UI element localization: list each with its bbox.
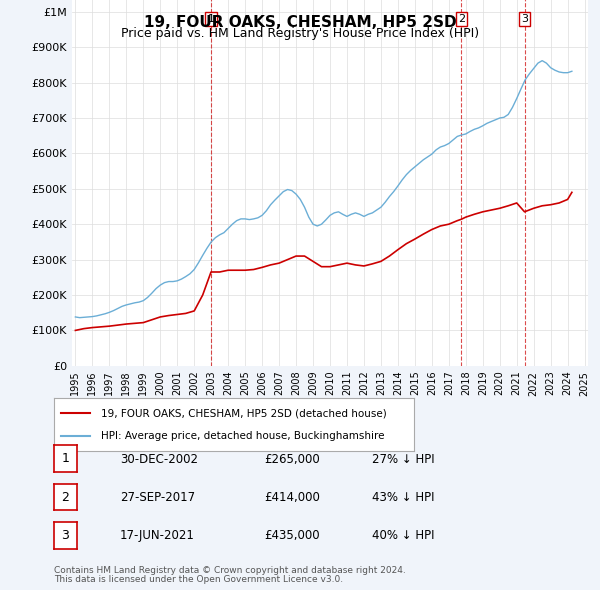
Text: Price paid vs. HM Land Registry's House Price Index (HPI): Price paid vs. HM Land Registry's House …: [121, 27, 479, 40]
Text: 1: 1: [208, 14, 215, 24]
Text: HPI: Average price, detached house, Buckinghamshire: HPI: Average price, detached house, Buck…: [101, 431, 385, 441]
Text: 19, FOUR OAKS, CHESHAM, HP5 2SD: 19, FOUR OAKS, CHESHAM, HP5 2SD: [143, 15, 457, 30]
Text: 19, FOUR OAKS, CHESHAM, HP5 2SD (detached house): 19, FOUR OAKS, CHESHAM, HP5 2SD (detache…: [101, 408, 386, 418]
Text: 3: 3: [521, 14, 528, 24]
Text: Contains HM Land Registry data © Crown copyright and database right 2024.: Contains HM Land Registry data © Crown c…: [54, 566, 406, 575]
Text: 17-JUN-2021: 17-JUN-2021: [120, 529, 195, 542]
Text: 2: 2: [458, 14, 465, 24]
Text: 30-DEC-2002: 30-DEC-2002: [120, 453, 198, 466]
Text: £265,000: £265,000: [264, 453, 320, 466]
Text: 27-SEP-2017: 27-SEP-2017: [120, 491, 195, 504]
Text: 27% ↓ HPI: 27% ↓ HPI: [372, 453, 434, 466]
Text: £435,000: £435,000: [264, 529, 320, 542]
Text: 43% ↓ HPI: 43% ↓ HPI: [372, 491, 434, 504]
Text: 40% ↓ HPI: 40% ↓ HPI: [372, 529, 434, 542]
Text: £414,000: £414,000: [264, 491, 320, 504]
Text: 3: 3: [61, 529, 70, 542]
Text: 1: 1: [61, 452, 70, 466]
Text: This data is licensed under the Open Government Licence v3.0.: This data is licensed under the Open Gov…: [54, 575, 343, 584]
Text: 2: 2: [61, 490, 70, 504]
